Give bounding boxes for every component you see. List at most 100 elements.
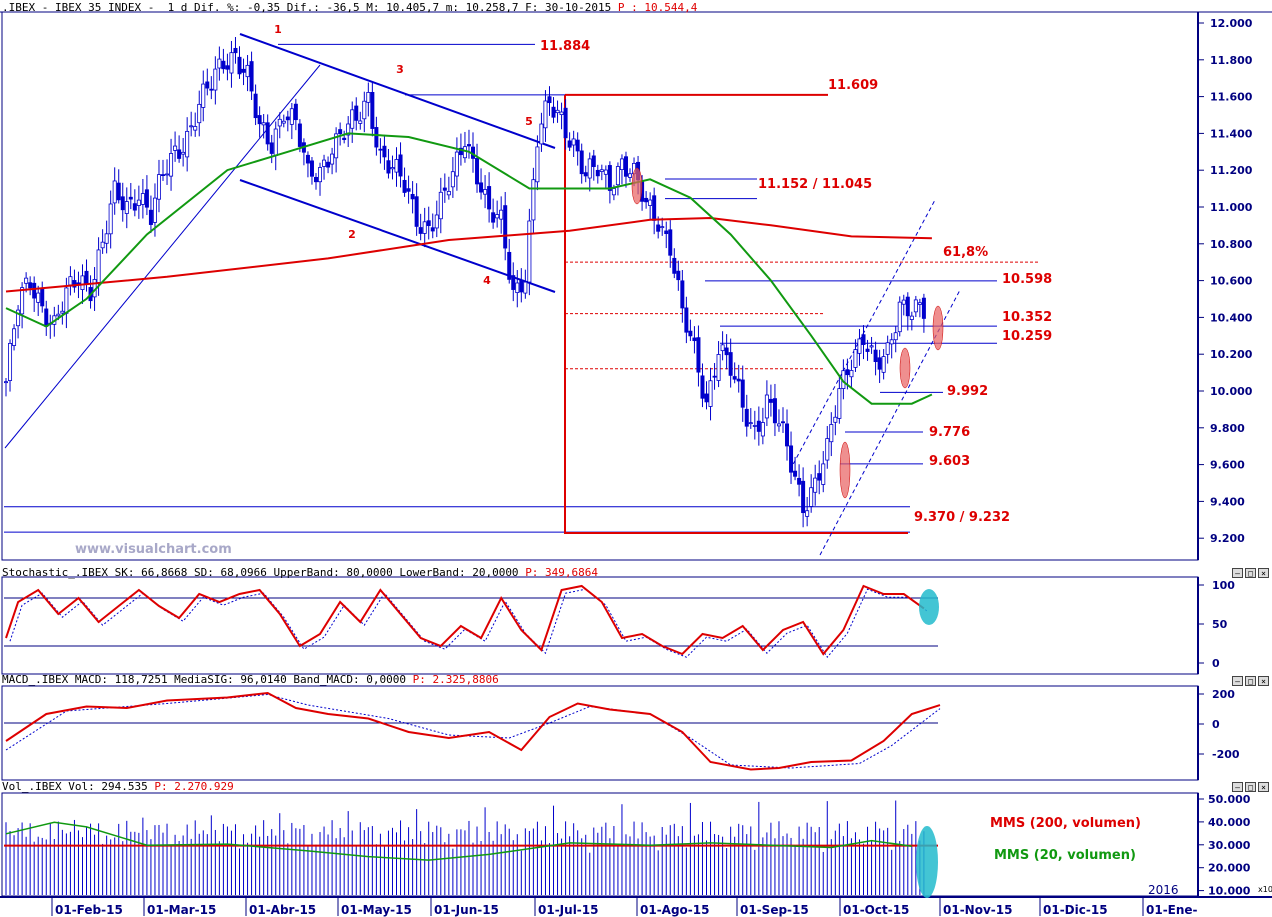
candle-body: [619, 158, 624, 171]
close-button[interactable]: ×: [1258, 568, 1269, 578]
candle-body: [16, 309, 21, 327]
candle-body: [672, 257, 677, 274]
volume-pane[interactable]: MMS (200, volumen) MMS (20, volumen): [4, 800, 1141, 898]
candle-body: [442, 187, 447, 191]
price-tick-label: 9.200: [1210, 532, 1245, 545]
candle-body: [438, 191, 443, 220]
candle-body: [28, 282, 33, 289]
macd-header-p: P: 2.325,8806: [412, 673, 499, 686]
sma-200-line: [5, 216, 932, 293]
candle-body: [813, 477, 818, 493]
wave-label: 2: [348, 228, 356, 241]
minimize-button[interactable]: –: [1232, 568, 1243, 578]
candle-body: [281, 120, 286, 124]
volume-scale-label: x10: [1258, 885, 1272, 894]
candle-body: [241, 68, 246, 73]
maximize-button[interactable]: □: [1245, 676, 1256, 686]
candle-body: [475, 157, 480, 185]
candle-body: [599, 169, 604, 172]
candle-body: [156, 174, 161, 200]
price-pane[interactable]: 1 2 3 4 5 11.884 11.609 11.152 / 11.045 61,8% 10.…: [4, 23, 1052, 556]
level-label: 10.352: [1002, 310, 1052, 325]
date-label: 01-Jul-15: [538, 903, 598, 917]
candle-body: [229, 52, 234, 74]
maximize-button[interactable]: □: [1245, 568, 1256, 578]
range-box: [564, 95, 908, 534]
candle-body: [193, 126, 198, 131]
candle-body: [543, 100, 548, 129]
candle-body: [104, 233, 109, 244]
candle-body: [708, 380, 713, 407]
candle-body: [346, 123, 351, 136]
candle-body: [458, 147, 463, 156]
candle-body: [575, 139, 580, 152]
minimize-button[interactable]: –: [1232, 782, 1243, 792]
candle-body: [354, 105, 359, 121]
candle-body: [80, 275, 85, 290]
candle-body: [789, 445, 794, 473]
date-label: 01-Oct-15: [843, 903, 909, 917]
price-tick-label: 10.800: [1210, 238, 1253, 251]
candle-body: [487, 186, 492, 210]
level-label: 10.598: [1002, 272, 1052, 287]
candle-body: [507, 251, 512, 280]
price-tick-label: 10.200: [1210, 348, 1253, 361]
candle-body: [873, 349, 878, 363]
stochastic-tick-label: 50: [1212, 618, 1228, 631]
date-axis: 01-Feb-15 01-Mar-15 01-Abr-15 01-May-15 01-J…: [51, 897, 1198, 917]
candle-body: [277, 118, 282, 127]
candle-body: [152, 197, 157, 223]
channel-upper-line: [239, 33, 556, 149]
macd-pane[interactable]: [4, 691, 941, 771]
candle-body: [297, 123, 302, 147]
candle-body: [607, 165, 612, 191]
candle-body: [780, 421, 785, 424]
close-button[interactable]: ×: [1258, 676, 1269, 686]
volume-legend-200: MMS (200, volumen): [990, 816, 1141, 831]
candle-body: [257, 115, 262, 125]
date-label: 01-Mar-15: [147, 903, 216, 917]
candle-body: [869, 345, 874, 348]
candle-body: [40, 288, 45, 307]
candle-body: [760, 422, 765, 437]
volume-tick-label: 30.000: [1208, 839, 1251, 852]
candle-body: [148, 209, 153, 225]
candle-body: [817, 473, 822, 481]
candle-body: [217, 58, 222, 69]
candle-body: [140, 193, 145, 205]
close-button[interactable]: ×: [1258, 782, 1269, 792]
candle-body: [825, 438, 830, 461]
stochastic-pane[interactable]: [4, 584, 939, 659]
candle-body: [24, 277, 29, 284]
candle-body: [20, 287, 25, 315]
candle-body: [374, 127, 379, 148]
candle-body: [116, 182, 121, 201]
candle-body: [450, 171, 455, 188]
date-label: 01-Sep-15: [740, 903, 809, 917]
candle-body: [809, 487, 814, 507]
candle-body: [454, 151, 459, 177]
candle-body: [797, 477, 802, 485]
candle-body: [793, 470, 798, 477]
stochastic-tick-label: 100: [1212, 579, 1235, 592]
price-tick-label: 9.600: [1210, 459, 1245, 472]
stochastic-pane-controls: – □ ×: [1232, 568, 1269, 578]
highlight-ellipse: [919, 589, 939, 625]
candle-body: [551, 106, 556, 118]
candle-body: [865, 348, 870, 352]
price-tick-label: 9.400: [1210, 495, 1245, 508]
candle-body: [289, 108, 294, 125]
candle-body: [692, 337, 697, 342]
candle-body: [189, 125, 194, 128]
stochastic-frame: [1, 576, 1199, 675]
maximize-button[interactable]: □: [1245, 782, 1256, 792]
candle-body: [112, 180, 117, 204]
candle-body: [664, 230, 669, 235]
candle-body: [724, 347, 729, 356]
candle-body: [269, 142, 274, 154]
candle-body: [165, 173, 170, 176]
candle-body: [221, 60, 226, 70]
minimize-button[interactable]: –: [1232, 676, 1243, 686]
candle-body: [56, 313, 61, 317]
candle-body: [313, 176, 318, 183]
